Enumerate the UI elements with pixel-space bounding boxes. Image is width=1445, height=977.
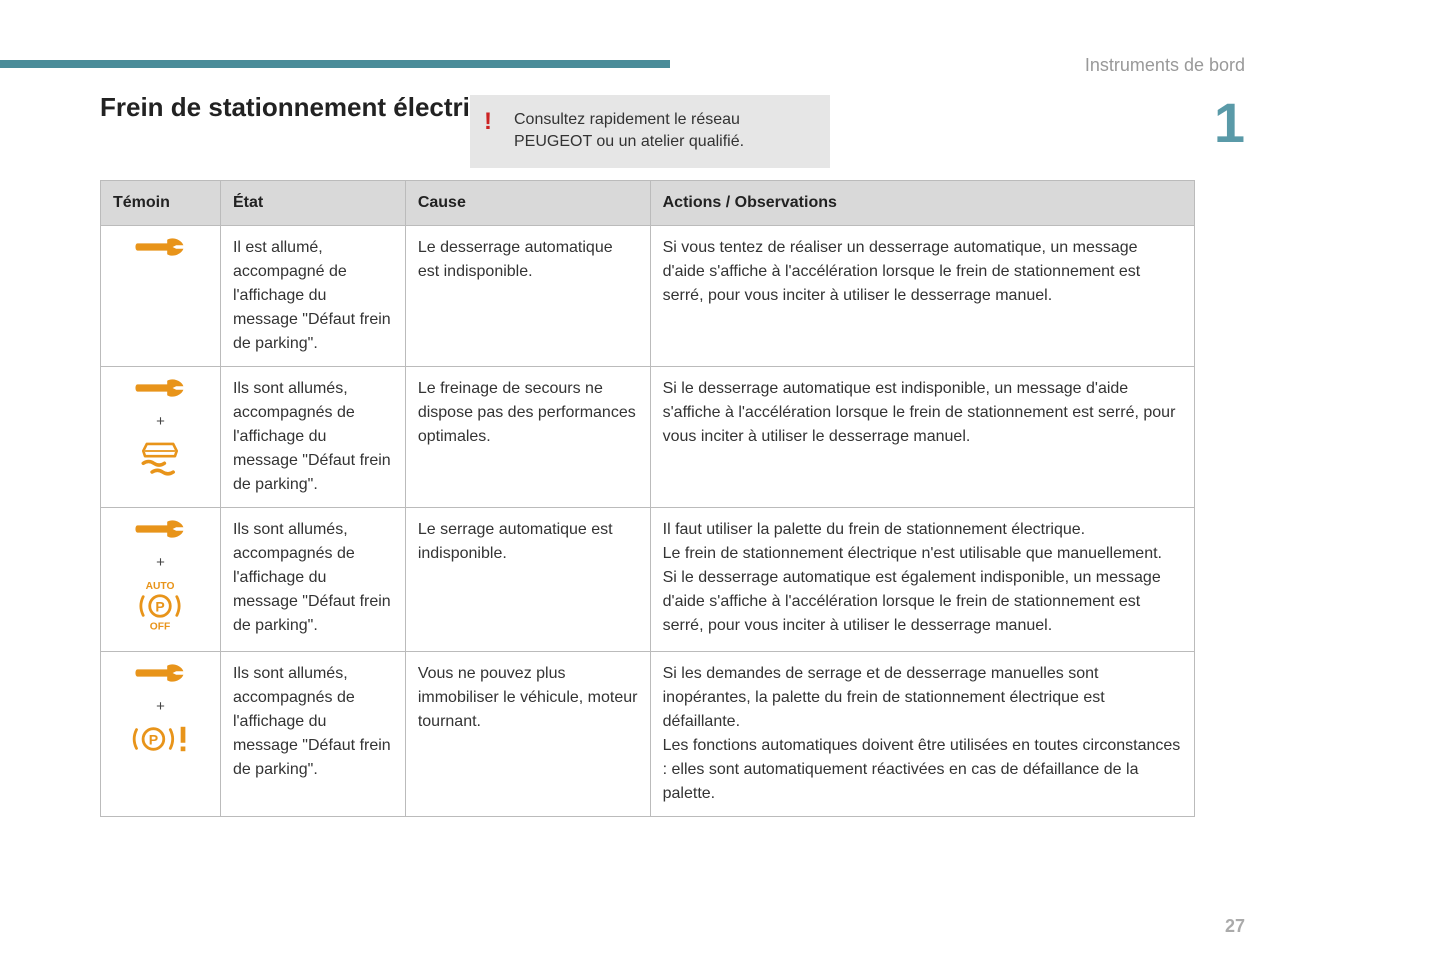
- svg-text:P: P: [156, 598, 165, 614]
- section-label: Instruments de bord: [1085, 55, 1245, 76]
- cell-etat: Ils sont allumés, accompagnés de l'affic…: [220, 508, 405, 652]
- table-row: +PIls sont allumés, accompagnés de l'aff…: [101, 651, 1195, 816]
- cell-temoin: +P: [101, 651, 221, 816]
- th-etat: État: [220, 181, 405, 226]
- warning-exclamation-icon: !: [484, 105, 492, 139]
- svg-text:AUTO: AUTO: [146, 581, 175, 592]
- parking-brake-warning-icon: P: [129, 722, 191, 756]
- esp-icon-wrap: [138, 438, 182, 486]
- cell-temoin: +: [101, 367, 221, 508]
- section-number: 1: [1214, 90, 1245, 155]
- wrench-icon: [133, 377, 187, 399]
- wrench-icon: [133, 518, 187, 540]
- table-row: Il est allumé, accompagné de l'affichage…: [101, 226, 1195, 367]
- cell-cause: Le serrage automatique est indisponible.: [405, 508, 650, 652]
- cell-temoin: + AUTO P OFF: [101, 508, 221, 652]
- p-excl-icon-wrap: P: [129, 722, 191, 764]
- table-body: Il est allumé, accompagné de l'affichage…: [101, 226, 1195, 817]
- th-actions: Actions / Observations: [650, 181, 1194, 226]
- svg-text:OFF: OFF: [150, 621, 171, 632]
- cell-temoin: [101, 226, 221, 367]
- wrench-icon: [133, 236, 187, 258]
- cell-actions: Si les demandes de serrage et de desserr…: [650, 651, 1194, 816]
- indicator-table: Témoin État Cause Actions / Observations…: [100, 180, 1195, 817]
- cell-actions: Si le desserrage automatique est indispo…: [650, 367, 1194, 508]
- plus-separator: +: [156, 411, 165, 434]
- table-header-row: Témoin État Cause Actions / Observations: [101, 181, 1195, 226]
- th-cause: Cause: [405, 181, 650, 226]
- wrench-icon: [133, 662, 187, 684]
- cell-etat: Ils sont allumés, accompagnés de l'affic…: [220, 367, 405, 508]
- esp-skid-icon: [138, 438, 182, 478]
- cell-cause: Vous ne pouvez plus immobiliser le véhic…: [405, 651, 650, 816]
- table-row: + AUTO P OFF Ils sont allumés, accompagnés d…: [101, 508, 1195, 652]
- cell-etat: Il est allumé, accompagné de l'affichage…: [220, 226, 405, 367]
- cell-cause: Le freinage de secours ne dispose pas de…: [405, 367, 650, 508]
- auto-p-off-icon-wrap: AUTO P OFF: [132, 579, 188, 641]
- plus-separator: +: [156, 552, 165, 575]
- wrench-icon-wrap: [133, 236, 187, 266]
- cell-actions: Si vous tentez de réaliser un desserrage…: [650, 226, 1194, 367]
- warning-text: Consultez rapidement le réseau PEUGEOT o…: [514, 111, 744, 150]
- svg-text:P: P: [149, 732, 158, 748]
- wrench-icon-wrap: [133, 377, 187, 407]
- wrench-icon-wrap: [133, 518, 187, 548]
- page-number: 27: [1225, 916, 1245, 937]
- cell-actions: Il faut utiliser la palette du frein de …: [650, 508, 1194, 652]
- plus-separator: +: [156, 696, 165, 719]
- accent-bar: [0, 60, 670, 68]
- cell-etat: Ils sont allumés, accompagnés de l'affic…: [220, 651, 405, 816]
- table-row: + Ils sont allumés, accompagnés de l'affi…: [101, 367, 1195, 508]
- warning-note: ! Consultez rapidement le réseau PEUGEOT…: [470, 95, 830, 168]
- th-temoin: Témoin: [101, 181, 221, 226]
- wrench-icon-wrap: [133, 662, 187, 692]
- cell-cause: Le desserrage automatique est indisponib…: [405, 226, 650, 367]
- page-title: Frein de stationnement électrique: [100, 92, 516, 123]
- auto-p-off-icon: AUTO P OFF: [132, 579, 188, 633]
